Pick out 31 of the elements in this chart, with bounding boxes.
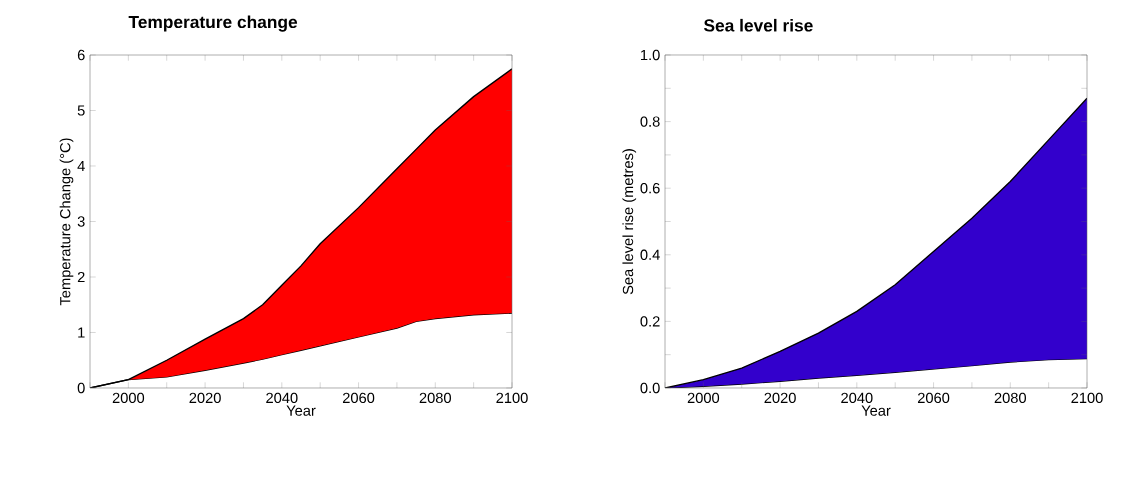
y-tick-label: 0.4 <box>640 249 660 260</box>
chart-title: Sea level rise <box>703 18 813 32</box>
x-axis-title: Year <box>861 405 891 416</box>
y-tick-label: 0.2 <box>640 316 660 327</box>
x-tick-label: 2000 <box>687 392 720 404</box>
y-tick-label: 1.0 <box>641 49 660 61</box>
x-tick-label: 2060 <box>917 392 950 404</box>
y-tick-label: 0.0 <box>640 382 660 394</box>
x-tick-label: 2080 <box>994 392 1026 404</box>
y-tick-label: 4 <box>77 160 85 172</box>
y-tick-label: 3 <box>77 216 85 227</box>
y-tick-label: 0.8 <box>640 116 660 127</box>
x-tick-label: 2020 <box>764 392 796 404</box>
y-tick-label: 1 <box>78 327 85 338</box>
x-tick-label: 2000 <box>112 392 145 404</box>
x-tick-label: 2060 <box>342 392 375 404</box>
chart-title: Temperature change <box>128 15 298 32</box>
x-tick-label: 2080 <box>419 392 451 404</box>
x-tick-label: 2040 <box>841 392 873 404</box>
y-tick-label: 2 <box>77 271 85 283</box>
y-tick-label: 6 <box>77 49 85 61</box>
x-tick-label: 2020 <box>189 392 221 404</box>
y-tick-label: 5 <box>77 105 85 116</box>
x-tick-label: 2100 <box>1071 392 1103 404</box>
y-tick-label: 0.6 <box>640 183 660 194</box>
x-axis-title: Year <box>286 405 316 416</box>
y-axis-title: Temperature Change (°C) <box>59 138 74 306</box>
y-tick-label: 0 <box>77 382 85 394</box>
y-axis-title: Sea level rise (metres) <box>622 149 637 295</box>
x-tick-label: 2100 <box>496 392 528 404</box>
x-tick-label: 2040 <box>266 392 298 404</box>
